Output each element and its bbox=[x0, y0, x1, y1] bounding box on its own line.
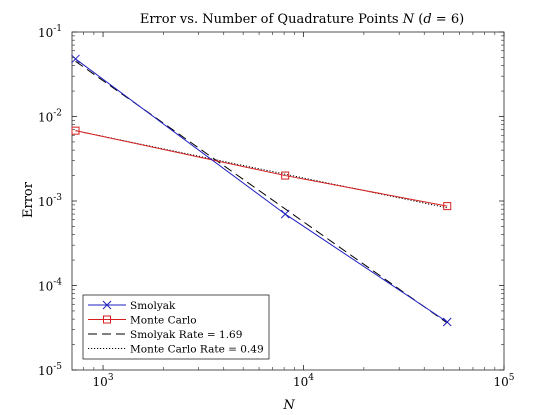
series-0-point bbox=[280, 209, 290, 219]
series-line-1 bbox=[75, 130, 448, 207]
legend-label-0: Smolyak bbox=[130, 300, 176, 312]
series-0-point bbox=[442, 317, 452, 327]
axis-ticks: 103 104 105 10-1 10-2 10-3 10-4 10-5 bbox=[38, 24, 515, 389]
x-axis-label: N bbox=[282, 398, 295, 413]
legend-marker-0 bbox=[102, 300, 112, 310]
x-tick-label: 104 bbox=[293, 373, 314, 389]
y-tick-label: 10-2 bbox=[38, 109, 62, 125]
y-tick-label: 10-4 bbox=[38, 278, 62, 294]
chart-title: Error vs. Number of Quadrature Points N … bbox=[140, 12, 464, 27]
y-tick-label: 10-1 bbox=[38, 24, 62, 40]
legend-label-1: Monte Carlo bbox=[130, 315, 197, 327]
x-tick-label: 105 bbox=[493, 373, 514, 389]
legend-marker-1 bbox=[103, 315, 111, 324]
series-1-point bbox=[71, 126, 80, 135]
series-0-point bbox=[71, 54, 80, 64]
plot-lines bbox=[71, 54, 452, 327]
legend-label-3: Monte Carlo Rate = 0.49 bbox=[130, 344, 264, 356]
series-1-point bbox=[281, 171, 290, 180]
y-tick-label: 10-5 bbox=[38, 362, 62, 378]
legend-box bbox=[82, 294, 270, 360]
legend-label-2: Smolyak Rate = 1.69 bbox=[130, 329, 242, 341]
y-tick-label: 10-3 bbox=[38, 193, 62, 209]
y-axis-label: Error bbox=[21, 181, 36, 218]
x-tick-label: 103 bbox=[93, 373, 114, 389]
legend: Smolyak Monte Carlo Smolyak Rate = 1.69 Mon… bbox=[82, 294, 270, 360]
series-1-point bbox=[443, 202, 452, 211]
